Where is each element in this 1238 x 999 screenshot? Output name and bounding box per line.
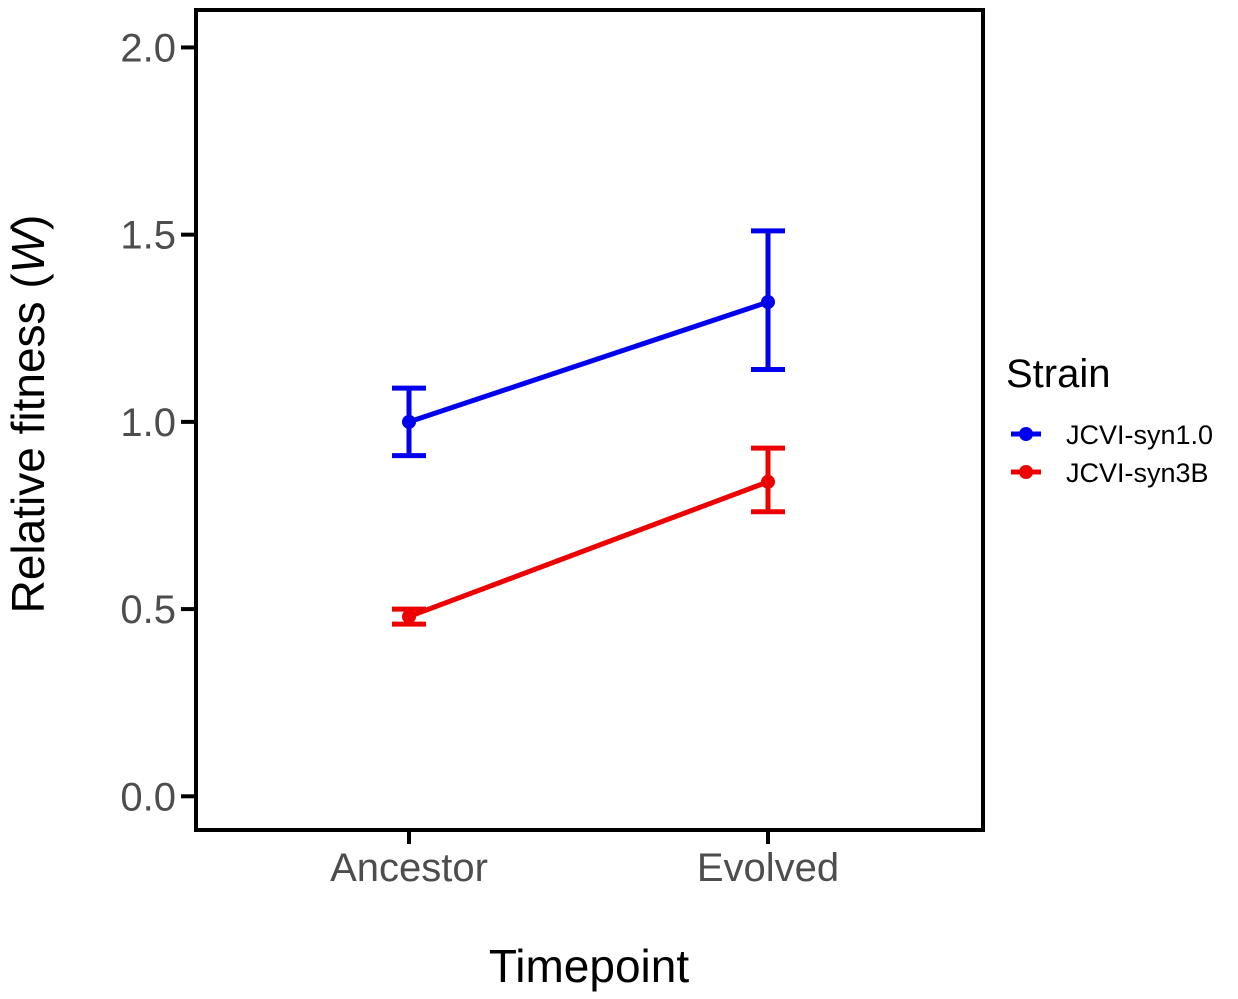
x-tick-label: Evolved (697, 846, 839, 890)
y-tick-label: 1.5 (120, 214, 176, 258)
legend-key-point (1019, 427, 1033, 441)
data-point (402, 414, 416, 429)
y-axis-title: Relative fitness (W) (2, 215, 54, 614)
series-line (408, 299, 769, 425)
y-tick-label: 0.0 (120, 775, 176, 819)
legend-key-point (1019, 465, 1033, 479)
x-axis-ticks: Ancestor Evolved (330, 830, 839, 890)
y-axis-title-suffix: ) (2, 215, 54, 230)
series-line (408, 479, 769, 619)
y-axis-ticks: 0.0 0.5 1.0 1.5 2.0 (120, 26, 196, 819)
series-JCVI-syn1.0 (392, 228, 785, 459)
series-JCVI-syn3B (392, 445, 785, 627)
x-axis-title: Timepoint (489, 940, 689, 992)
legend-label: JCVI-syn3B (1066, 458, 1209, 488)
y-tick-label: 1.0 (120, 401, 176, 445)
data-series (392, 228, 785, 627)
legend-title: Strain (1006, 352, 1111, 396)
plot-panel-border (194, 8, 985, 832)
data-point (761, 474, 775, 489)
legend-items: JCVI-syn1.0 JCVI-syn3B (1011, 420, 1213, 488)
data-point (761, 295, 775, 310)
y-tick-label: 0.5 (120, 588, 176, 632)
x-tick-label: Ancestor (330, 846, 488, 890)
y-tick-label: 2.0 (120, 26, 176, 70)
y-axis-title-prefix: Relative fitness ( (2, 273, 54, 614)
data-point (402, 609, 416, 624)
legend-label: JCVI-syn1.0 (1066, 420, 1213, 450)
y-axis-title-variable: W (2, 225, 54, 273)
legend: Strain JCVI-syn1.0 JCVI-syn3B (1006, 352, 1213, 488)
